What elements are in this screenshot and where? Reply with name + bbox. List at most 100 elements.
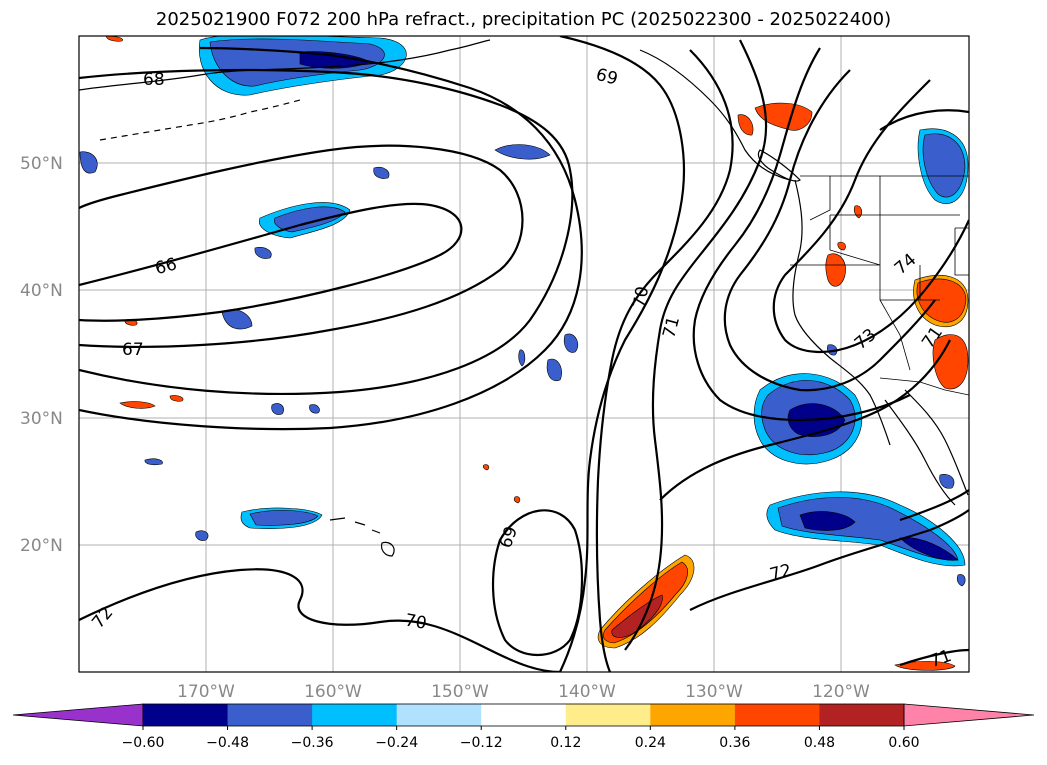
us-west-coast xyxy=(792,179,891,446)
colorbar-tick-label: −0.60 xyxy=(122,735,165,751)
state-borders xyxy=(790,176,969,371)
colorbar-tick-label: 0.12 xyxy=(550,735,581,751)
contour-label: 67 xyxy=(122,340,144,360)
colorbar-segment xyxy=(650,704,736,726)
precip-blob xyxy=(373,167,390,179)
lat-label: 40°N xyxy=(20,281,63,301)
colorbar-tick-label: 0.36 xyxy=(719,735,750,751)
contour-66 xyxy=(79,202,463,322)
contour-73 xyxy=(723,69,936,392)
colorbar-segment xyxy=(396,704,482,726)
precip-blob xyxy=(144,458,163,466)
precip-blob xyxy=(737,114,754,136)
contour-69 xyxy=(559,36,686,672)
colorbar-segment xyxy=(143,704,229,726)
contour-72-upper-loop xyxy=(659,339,951,501)
colorbar-segment xyxy=(819,704,905,726)
lon-label: 150°W xyxy=(431,682,489,702)
lat-label: 50°N xyxy=(20,154,63,174)
refractivity-contours xyxy=(79,36,969,672)
precip-blob xyxy=(249,510,319,526)
borders xyxy=(790,175,969,396)
colorbar-tick-label: 0.24 xyxy=(635,735,666,751)
colorbar xyxy=(12,703,1035,727)
baja-california xyxy=(884,399,956,506)
colorbar-segment xyxy=(734,704,820,726)
precip-blob xyxy=(799,511,856,531)
precip-blob xyxy=(837,241,846,251)
precip-blob xyxy=(274,206,346,233)
precip-blob xyxy=(494,144,551,160)
precip-blob xyxy=(209,38,385,87)
precip-blob xyxy=(79,151,98,174)
southeast-alaska-coast xyxy=(639,49,791,181)
colorbar-tick-label: −0.24 xyxy=(375,735,418,751)
contour-72-lower xyxy=(689,509,969,611)
precip-blob xyxy=(894,661,956,671)
precip-blob xyxy=(518,349,526,367)
longitude-axis: 170°W 160°W 150°W 140°W 130°W 120°W xyxy=(177,682,870,702)
contour-70 xyxy=(79,568,561,672)
precip-blob xyxy=(932,334,969,390)
mexico-border xyxy=(879,377,969,396)
contour-74 xyxy=(772,79,969,354)
map-frame xyxy=(78,35,970,673)
lon-label: 120°W xyxy=(812,682,870,702)
contour-67 xyxy=(79,144,524,348)
contour-72 xyxy=(692,47,911,422)
precip-blob xyxy=(195,530,209,541)
contour-68-lower xyxy=(79,46,583,431)
precip-blob xyxy=(956,574,966,587)
lon-label: 130°W xyxy=(685,682,743,702)
precip-blob xyxy=(939,474,955,489)
contour-71 xyxy=(624,39,768,651)
colorbar-tick-label: 0.48 xyxy=(804,735,835,751)
precip-blob xyxy=(546,358,562,382)
lon-label: 140°W xyxy=(558,682,616,702)
contour-71-bottom xyxy=(899,648,969,667)
map-area: 68 69 66 67 70 71 72 73 74 69 70 72 71 7… xyxy=(79,36,969,672)
precip-blob xyxy=(513,496,521,504)
precip-blob xyxy=(899,537,959,561)
latitude-axis: 50°N 40°N 30°N 20°N xyxy=(20,154,63,556)
precip-blob xyxy=(754,102,813,131)
contour-70-right xyxy=(595,49,734,672)
aleutian-islands xyxy=(99,99,301,141)
contour-label: 70 xyxy=(630,285,653,310)
contour-74-inner xyxy=(879,109,969,131)
colorbar-segment xyxy=(481,704,567,726)
alaska-coast xyxy=(79,39,491,91)
lat-label: 30°N xyxy=(20,409,63,429)
colorbar-segment xyxy=(312,704,398,726)
colorbar-ticks: −0.60 −0.48 −0.36 −0.24 −0.12 0.12 0.24 0.36 0.4… xyxy=(122,726,920,751)
colorbar-extend-low xyxy=(12,703,144,727)
precip-blob xyxy=(563,333,579,353)
colorbar-tick-label: −0.12 xyxy=(460,735,503,751)
precip-blob xyxy=(916,278,967,323)
colorbar-segment xyxy=(227,704,313,726)
lon-label: 160°W xyxy=(304,682,362,702)
contour-label: 70 xyxy=(403,610,428,633)
map-title: 2025021900 F072 200 hPa refract., precip… xyxy=(155,9,892,30)
mexico-coast xyxy=(904,389,969,496)
colorbar-extend-high xyxy=(903,703,1035,727)
contour-label: 68 xyxy=(143,70,165,90)
lat-label: 20°N xyxy=(20,536,63,556)
contour-68-upper xyxy=(79,68,574,396)
precip-blob xyxy=(119,401,156,409)
colorbar-tick-label: −0.36 xyxy=(291,735,334,751)
precip-blob xyxy=(254,247,272,259)
precip-blob xyxy=(271,403,284,415)
colorbar-tick-label: −0.48 xyxy=(206,735,249,751)
colorbar-tick-label: 0.60 xyxy=(888,735,919,751)
precip-blob xyxy=(482,464,490,471)
precip-blob xyxy=(922,133,966,198)
precip-blob xyxy=(825,253,846,287)
precipitation-negative xyxy=(79,36,969,587)
contour-69-loop xyxy=(491,509,584,657)
colorbar-frame xyxy=(142,703,905,727)
precip-blob xyxy=(169,395,184,402)
contour-71-lower xyxy=(899,489,969,522)
colorbar-segment xyxy=(565,704,651,726)
